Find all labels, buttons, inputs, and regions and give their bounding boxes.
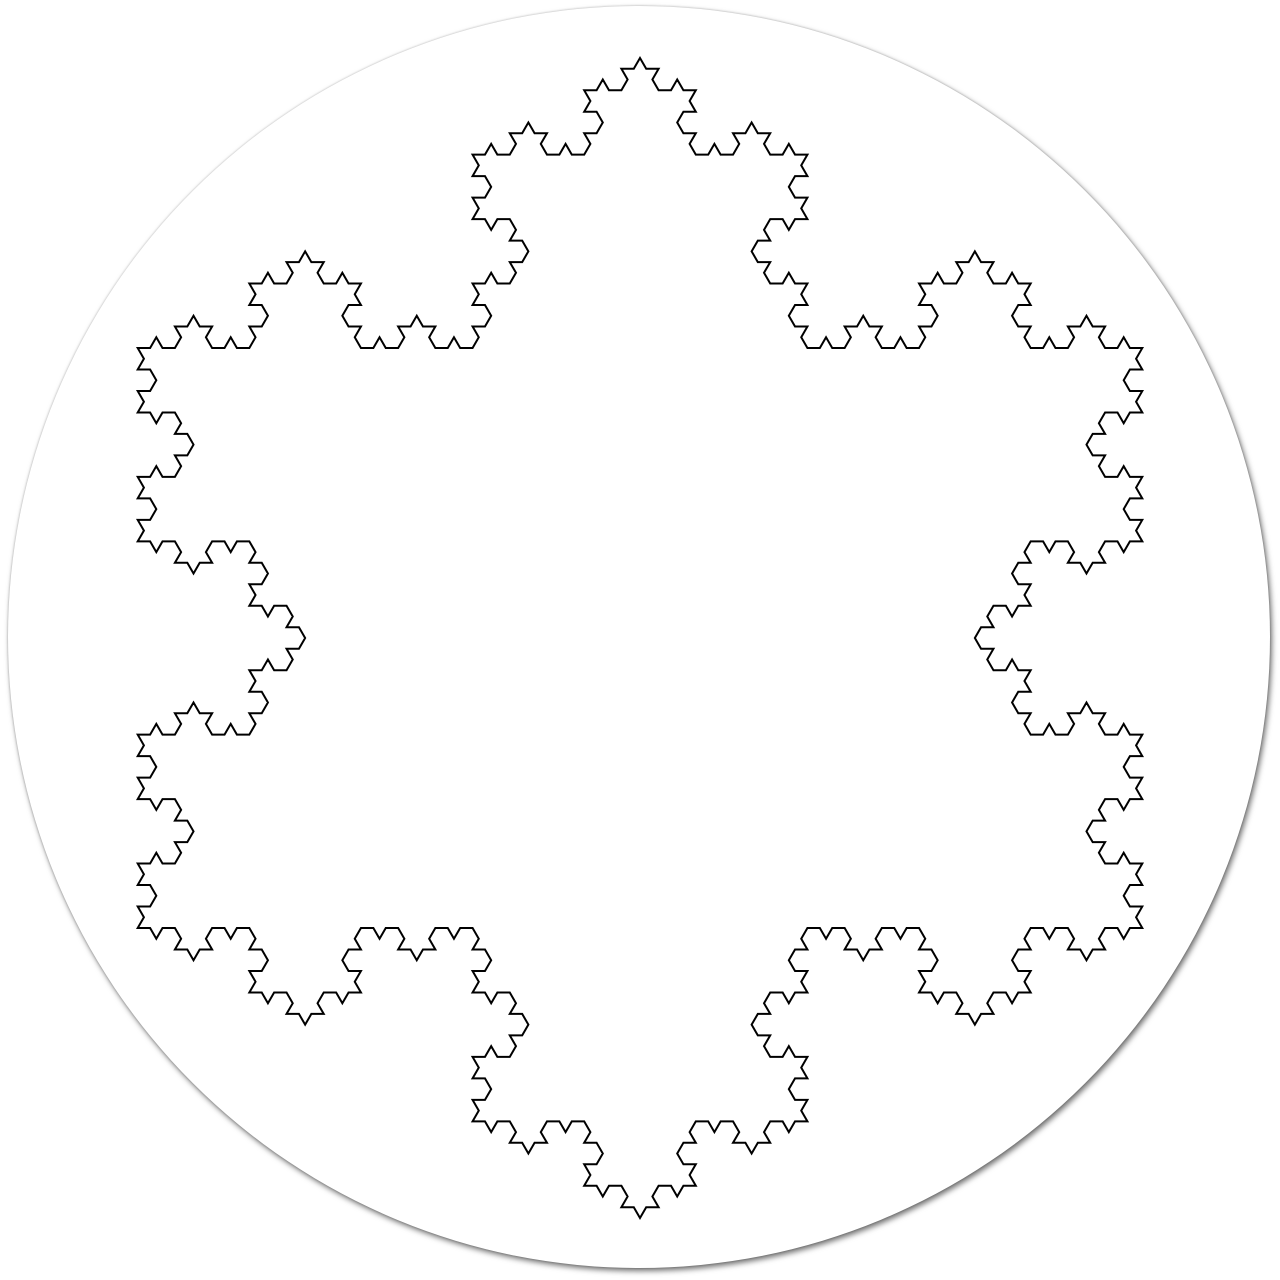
- koch-snowflake-outline: [135, 55, 1145, 1221]
